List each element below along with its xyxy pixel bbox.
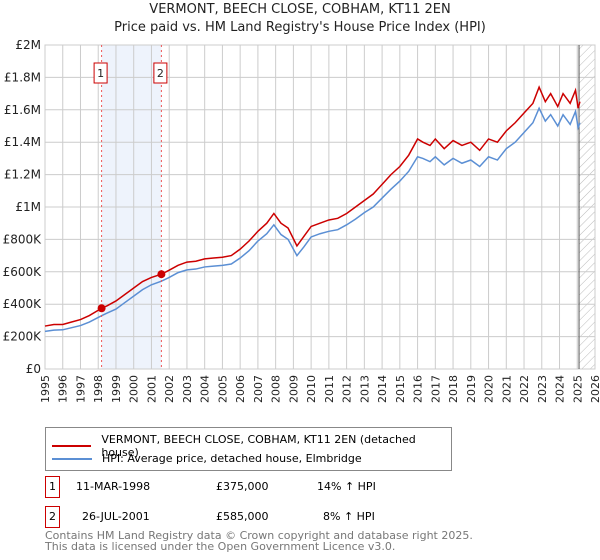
sale-label: 1	[97, 67, 104, 80]
x-tick-label: 2024	[554, 375, 567, 403]
x-tick-label: 2011	[323, 375, 336, 403]
x-tick-label: 1998	[92, 375, 105, 403]
y-tick-label: £800K	[3, 232, 43, 246]
x-tick-label: 2012	[341, 375, 354, 403]
y-tick-label: £1.6M	[4, 103, 41, 117]
footer-line: This data is licensed under the Open Gov…	[45, 540, 396, 553]
x-tick-label: 2003	[181, 375, 194, 403]
x-tick-label: 1995	[39, 375, 52, 403]
legend: VERMONT, BEECH CLOSE, COBHAM, KT11 2EN (…	[45, 427, 452, 471]
property-price-line	[44, 85, 581, 327]
x-tick-label: 1996	[57, 375, 70, 403]
plot-border	[44, 44, 596, 370]
x-tick-label: 2004	[199, 375, 212, 403]
x-tick-label: 2015	[394, 375, 407, 403]
x-tick-label: 2016	[412, 375, 425, 403]
footer-line: Contains HM Land Registry data © Crown c…	[45, 529, 473, 542]
sale-point	[97, 304, 106, 313]
y-tick-label: £1.8M	[4, 70, 41, 84]
chart-title: VERMONT, BEECH CLOSE, COBHAM, KT11 2EN	[149, 2, 451, 17]
legend-blue-line	[52, 457, 92, 460]
sale-hpi: 8% ↑ HPI	[323, 510, 375, 523]
x-tick-label: 2019	[465, 375, 478, 403]
y-tick-label: £1.4M	[4, 135, 41, 149]
sale-label: 2	[157, 67, 164, 80]
sale-date: 26-JUL-2001	[82, 510, 150, 523]
sale-hpi: 14% ↑ HPI	[317, 480, 376, 493]
x-tick-label: 2006	[234, 375, 247, 403]
plot-area: 1995 1996 1997 1998 1999 2000 2001 2002 2003 2004…	[3, 38, 600, 403]
x-tick-label: 2020	[483, 375, 496, 403]
x-tick-label: 2001	[145, 375, 158, 403]
x-tick-label: 2018	[447, 375, 460, 403]
sale-badge: 2	[45, 506, 60, 528]
legend-red-line	[52, 445, 92, 447]
footer: Contains HM Land Registry data © Crown c…	[45, 530, 473, 552]
x-tick-label: 2010	[305, 375, 318, 403]
x-tick-label: 2014	[376, 375, 389, 403]
x-tick-label: 1997	[74, 375, 87, 403]
y-tick-label: £2M	[15, 38, 41, 52]
y-tick-label: £1.2M	[4, 168, 41, 182]
x-tick-label: 2022	[518, 375, 531, 403]
y-tick-label: £0	[26, 362, 41, 376]
sale-label-box	[153, 62, 168, 84]
sale-price: £585,000	[216, 510, 269, 523]
x-tick-label: 2013	[358, 375, 371, 403]
y-tick-label: £1M	[15, 200, 41, 214]
x-tick-label: 2023	[536, 375, 549, 403]
legend-property: VERMONT, BEECH CLOSE, COBHAM, KT11 2EN (…	[101, 433, 416, 459]
sale-label-box	[93, 62, 108, 84]
sale-row: 1 11-MAR-1998 £375,000 14% ↑ HPI	[45, 476, 445, 498]
legend-hpi: HPI: Average price, detached house, Elmb…	[102, 452, 362, 465]
y-tick-label: £600K	[3, 265, 43, 279]
x-tick-label: 2005	[216, 375, 229, 403]
x-tick-label: 2021	[500, 375, 513, 403]
x-tick-label: 2026	[589, 375, 600, 403]
x-tick-label: 2009	[287, 375, 300, 403]
x-tick-label: 2025	[571, 375, 584, 403]
x-tick-label: 2017	[429, 375, 442, 403]
sale-row: 2 26-JUL-2001 £585,000 8% ↑ HPI	[45, 506, 445, 528]
sale-price: £375,000	[216, 480, 269, 493]
x-tick-label: 2008	[270, 375, 283, 403]
sale-date: 11-MAR-1998	[76, 480, 151, 493]
y-tick-label: £200K	[3, 330, 43, 344]
x-tick-label: 2000	[128, 375, 141, 403]
chart-subtitle: Price paid vs. HM Land Registry's House …	[114, 20, 486, 35]
x-tick-label: 1999	[110, 375, 123, 403]
y-tick-label: £400K	[3, 297, 43, 311]
x-tick-label: 2002	[163, 375, 176, 403]
x-tick-label: 2007	[252, 375, 265, 403]
sale-badge: 1	[45, 476, 60, 498]
hpi-line	[44, 106, 581, 333]
sale-point	[157, 270, 166, 279]
